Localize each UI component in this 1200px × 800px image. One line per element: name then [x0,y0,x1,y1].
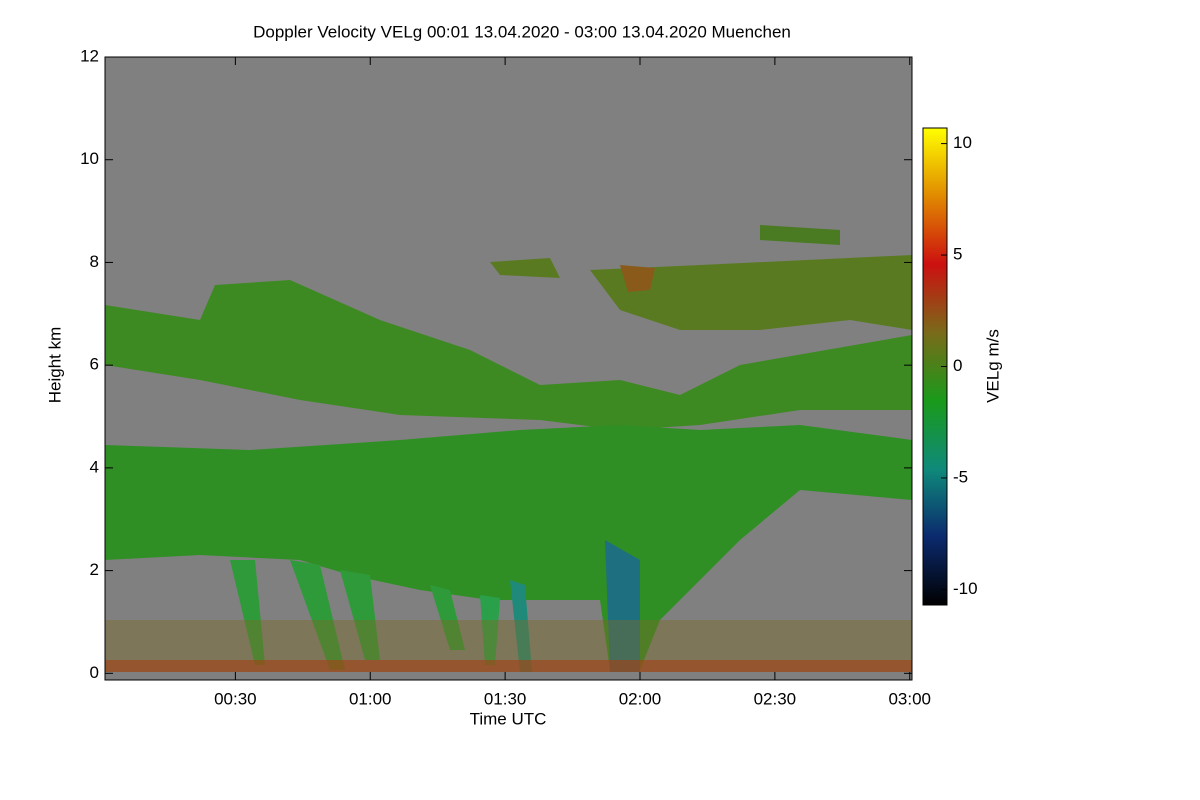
x-tick-label: 02:30 [754,689,797,708]
fall-streak [230,560,265,665]
cloud-patch [620,265,655,292]
x-tick-label: 01:00 [349,689,392,708]
fall-streak [605,540,640,672]
x-tick-label: 01:30 [484,689,527,708]
y-tick-label: 6 [90,355,99,374]
fall-streak [480,595,500,665]
cloud-layer [105,280,912,430]
ground-clutter [105,660,912,672]
fall-streak [510,580,532,672]
echo-layers [105,225,912,672]
x-tick-label: 00:30 [214,689,257,708]
fall-streak [430,585,465,650]
y-tick-label: 8 [90,252,99,271]
fall-streak [290,560,345,670]
y-tick-label: 4 [90,457,99,476]
cloud-patch [760,225,840,245]
y-tick-label: 10 [80,149,99,168]
y-tick-label: 12 [80,46,99,65]
cloud-patch [490,258,560,278]
y-tick-label: 0 [90,663,99,682]
y-tick-label: 2 [90,560,99,579]
x-axis-label: Time UTC [470,709,547,728]
cloud-layer [105,425,912,670]
colorbar-tick-label: 5 [953,245,962,264]
colorbar-tick-label: -5 [953,467,968,486]
y-axis-label: Height km [45,327,64,404]
colorbar-tick-label: 10 [953,133,972,152]
x-tick-label: 03:00 [888,689,931,708]
fall-streak [340,570,380,660]
cloud-patch [590,255,912,330]
ground-clutter [105,620,912,660]
colorbar-tick-label: 0 [953,356,962,375]
chart-title: Doppler Velocity VELg 00:01 13.04.2020 -… [253,22,791,41]
x-tick-label: 02:00 [619,689,662,708]
plot-frame [104,56,913,681]
colorbar-tick-label: -10 [953,579,978,598]
colorbar-label: VELg m/s [983,329,1002,403]
